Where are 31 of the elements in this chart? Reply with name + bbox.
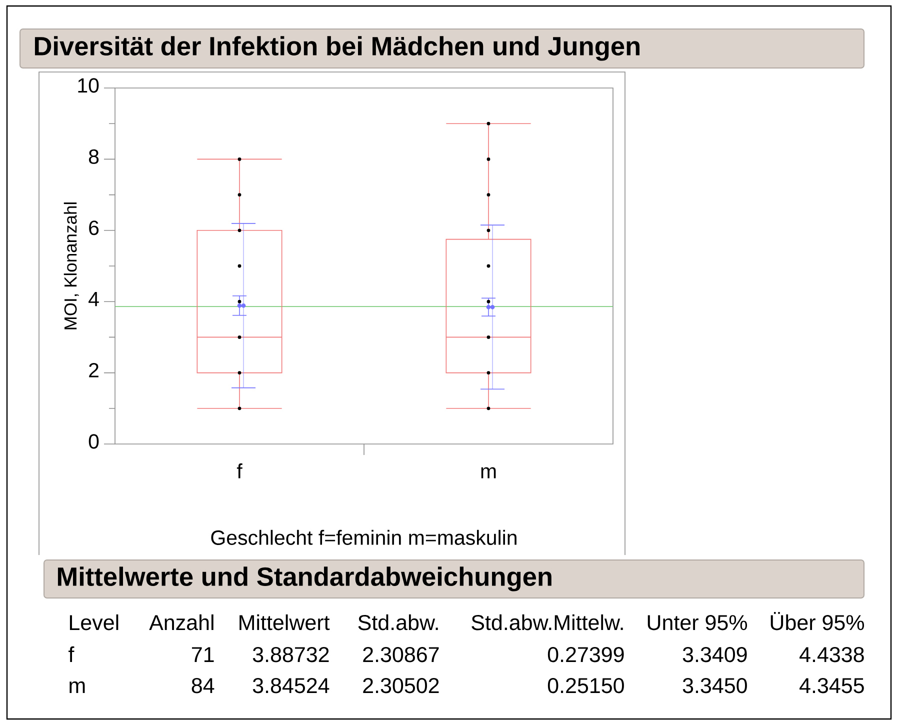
y-tick-label: 8 xyxy=(88,149,99,164)
text: Anzahl xyxy=(149,614,214,630)
text: 2.30867 xyxy=(363,646,439,662)
y-tick-label: 4 xyxy=(88,292,99,306)
y-tick-label: 6 xyxy=(89,220,99,236)
text: Über 95% xyxy=(770,612,864,630)
chart-title: Diversität der Infektion bei Mädchen und Jungen xyxy=(34,36,640,61)
text: 4.4338 xyxy=(800,646,864,662)
text: Unter 95% xyxy=(648,614,747,630)
text: m xyxy=(70,681,85,693)
text: 2.30502 xyxy=(363,678,439,694)
y-tick-label: 10 xyxy=(78,78,99,93)
y-axis-title: MOI, Klonanzahl xyxy=(64,202,79,330)
text: Std.abw.Mittelw. xyxy=(472,614,623,630)
text: 0.27399 xyxy=(548,646,624,662)
text: 0.25150 xyxy=(548,678,624,694)
text: 71 xyxy=(192,647,214,662)
x-axis-title: Geschlecht f=feminin m=maskulin xyxy=(211,530,516,545)
text: Level xyxy=(70,614,118,630)
text: 3.84524 xyxy=(252,678,330,694)
text: 3.3409 xyxy=(682,646,747,662)
text: Mittelwerte und Standardabweichungen xyxy=(58,566,552,592)
text: 3.3450 xyxy=(682,678,747,694)
y-tick-label: 0 xyxy=(88,434,99,449)
text: 3.88732 xyxy=(252,646,329,662)
text: Std.abw. xyxy=(358,614,438,630)
text: f xyxy=(68,646,74,662)
text: 84 xyxy=(192,678,214,694)
text: Mittelwert xyxy=(240,614,330,630)
text: 4.3455 xyxy=(800,678,864,694)
y-tick-label: 2 xyxy=(89,362,98,378)
